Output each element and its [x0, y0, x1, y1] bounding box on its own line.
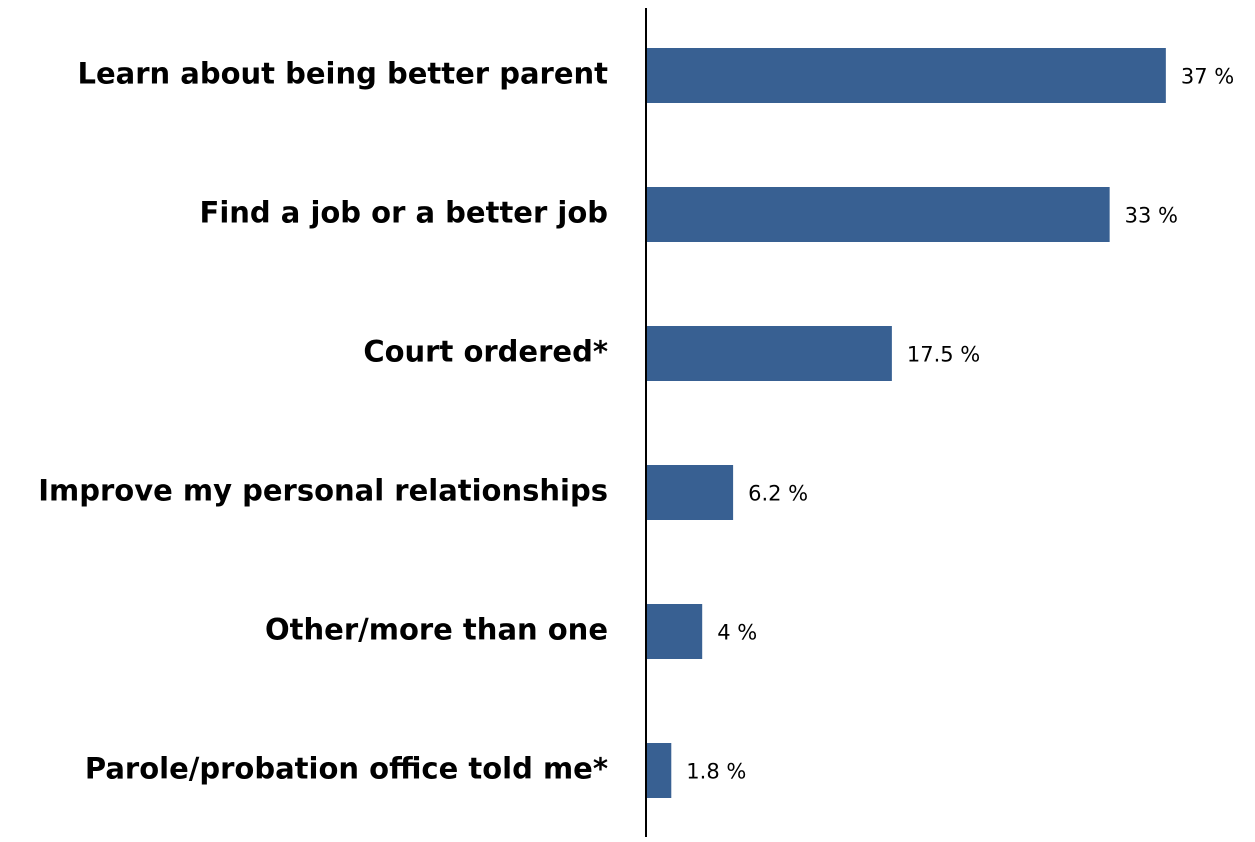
category-label-find-a-job-or-a-better-job: Find a job or a better job — [200, 196, 608, 230]
category-labels: Learn about being better parent Find a jo… — [38, 57, 608, 786]
value-label-parole-probation-office-told-me: 1.8 % — [686, 760, 746, 784]
bar-find-a-job-or-a-better-job — [646, 187, 1110, 242]
bar-other-more-than-one — [646, 604, 703, 659]
bar-court-ordered — [646, 326, 892, 381]
value-label-learn-about-being-better-parent: 37 % — [1181, 65, 1234, 89]
value-label-court-ordered: 17.5 % — [907, 343, 980, 367]
category-label-other-more-than-one: Other/more than one — [265, 613, 608, 647]
category-label-court-ordered: Court ordered* — [363, 335, 608, 369]
value-labels: 37 % 33 % 17.5 % 6.2 % 4 % 1.8 % — [686, 65, 1234, 784]
value-label-find-a-job-or-a-better-job: 33 % — [1125, 204, 1178, 228]
bars-layer — [646, 48, 1166, 798]
bar-parole-probation-office-told-me — [646, 743, 672, 798]
category-label-parole-probation-office-told-me: Parole/probation office told me* — [85, 752, 608, 786]
bar-improve-my-personal-relationships — [646, 465, 734, 520]
value-label-other-more-than-one: 4 % — [717, 621, 757, 645]
category-label-learn-about-being-better-parent: Learn about being better parent — [77, 57, 608, 91]
category-label-improve-my-personal-relationships: Improve my personal relationships — [38, 474, 608, 508]
bar-learn-about-being-better-parent — [646, 48, 1166, 103]
value-label-improve-my-personal-relationships: 6.2 % — [748, 482, 808, 506]
